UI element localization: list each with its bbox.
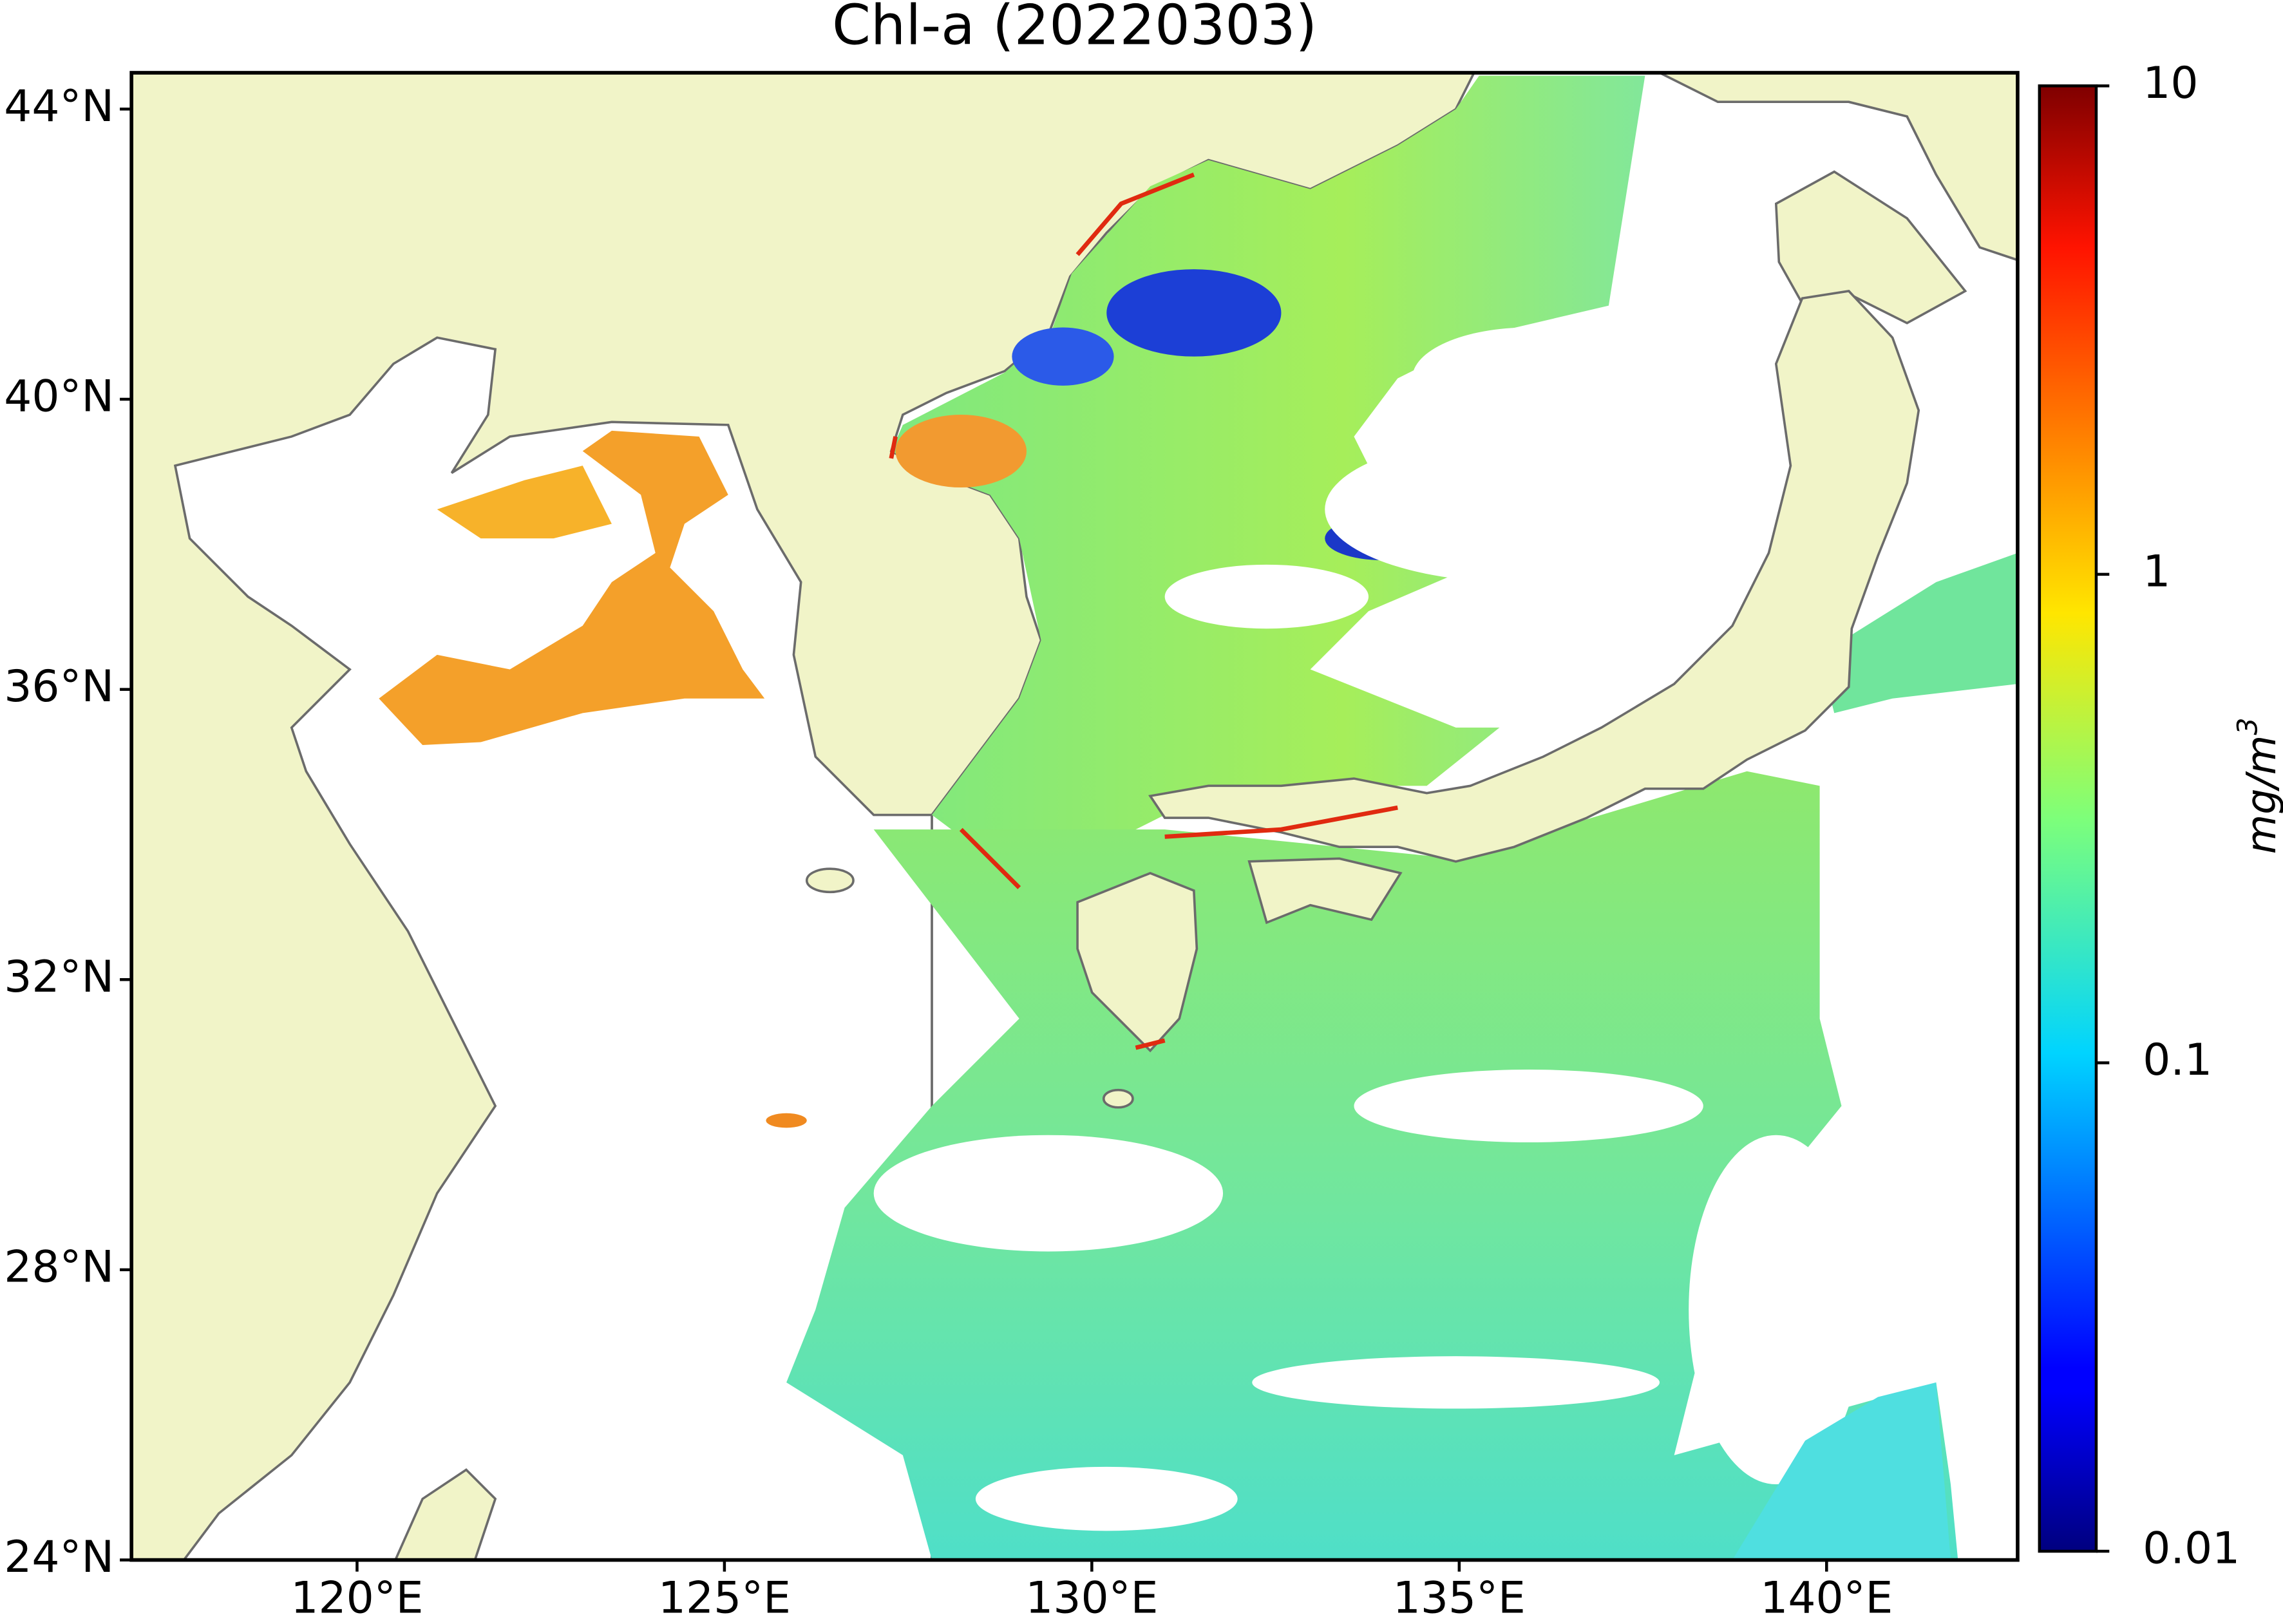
land [1247, 857, 1403, 925]
chl-field [766, 1113, 807, 1128]
chl-field [1012, 327, 1114, 386]
y-tick-label: 24°N [4, 1531, 114, 1582]
colorbar-tick-label: 10 [2143, 57, 2198, 108]
colorbar-tick-label: 1 [2143, 545, 2170, 596]
cloud [975, 1466, 1238, 1531]
colorbar-label-text: mg/m [2237, 735, 2283, 854]
cloud [1630, 87, 1805, 437]
y-tick-label: 32°N [4, 951, 114, 1002]
coastal-bloom [889, 173, 1398, 1050]
colorbar [2038, 84, 2098, 1553]
chl-field [1819, 552, 2018, 713]
y-tick-label: 44°N [4, 80, 114, 131]
x-tick-label: 120°E [290, 1572, 423, 1623]
x-tick-label: 140°E [1760, 1572, 1893, 1623]
cloud [1412, 327, 1645, 430]
cloud [1689, 1135, 1864, 1485]
x-tick-label: 130°E [1025, 1572, 1158, 1623]
chl-field [1732, 1382, 1951, 1560]
land [1148, 290, 1920, 863]
land [1102, 1088, 1134, 1109]
land [1656, 72, 2018, 261]
chl-field [895, 415, 1027, 488]
x-tick-label: 135°E [1393, 1572, 1526, 1623]
chl-field [437, 466, 612, 539]
chl-field [786, 771, 1958, 1560]
y-tick-label: 28°N [4, 1241, 114, 1292]
colorbar-label-superscript: 3 [2231, 717, 2264, 735]
cloud [1325, 436, 1703, 582]
map-frame [129, 71, 2020, 1562]
x-tick-label: 125°E [658, 1572, 791, 1623]
chl-field [1106, 269, 1282, 357]
land [805, 867, 855, 894]
chl-field [891, 75, 1645, 873]
colorbar-tick-label: 0.01 [2143, 1523, 2240, 1574]
cloud [1164, 564, 1369, 629]
colorbar-tick-label: 0.1 [2143, 1034, 2212, 1085]
chl-field [379, 430, 765, 746]
cloud [1252, 1356, 1660, 1409]
cloud [873, 1135, 1224, 1252]
colorbar-label: mg/m3 [2231, 717, 2283, 854]
y-tick-label: 36°N [4, 661, 114, 712]
land [1076, 871, 1198, 1053]
map-title: Chl-a (20220303) [832, 0, 1317, 58]
map-area [131, 72, 2018, 1560]
land [393, 1468, 497, 1560]
y-tick-label: 40°N [4, 371, 114, 422]
land [1774, 170, 1967, 325]
cloud [1354, 1069, 1703, 1142]
